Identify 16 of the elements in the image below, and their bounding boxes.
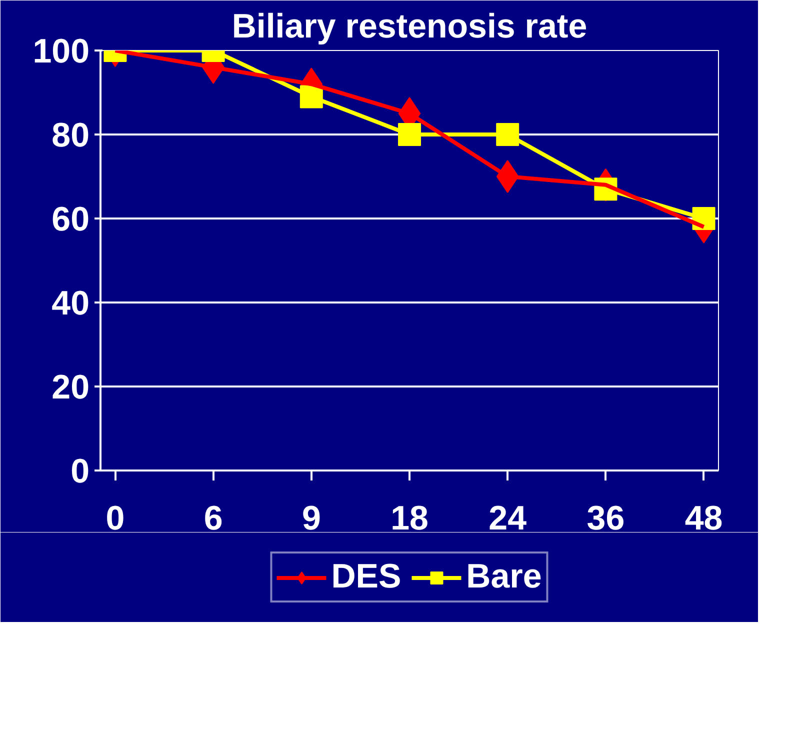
x-tick-label: 36	[586, 500, 625, 538]
y-tick-label: 0	[70, 452, 90, 490]
y-tick-label: 80	[52, 116, 90, 154]
x-tick-label: 0	[106, 500, 125, 538]
y-tick-label: 20	[52, 368, 90, 406]
x-tick-label: 6	[204, 500, 223, 538]
x-tick-label: 9	[302, 500, 321, 538]
x-tick-label: 24	[488, 500, 527, 538]
x-tick-label: 48	[684, 500, 723, 538]
y-tick-label: 60	[52, 200, 90, 238]
x-tick-label: 18	[390, 500, 428, 538]
y-tick-label: 40	[52, 284, 90, 322]
legend-label: DES	[331, 558, 402, 596]
legend-label: Bare	[466, 558, 542, 596]
chart-title: Biliary restenosis rate	[232, 8, 588, 46]
y-tick-label: 100	[32, 32, 90, 70]
